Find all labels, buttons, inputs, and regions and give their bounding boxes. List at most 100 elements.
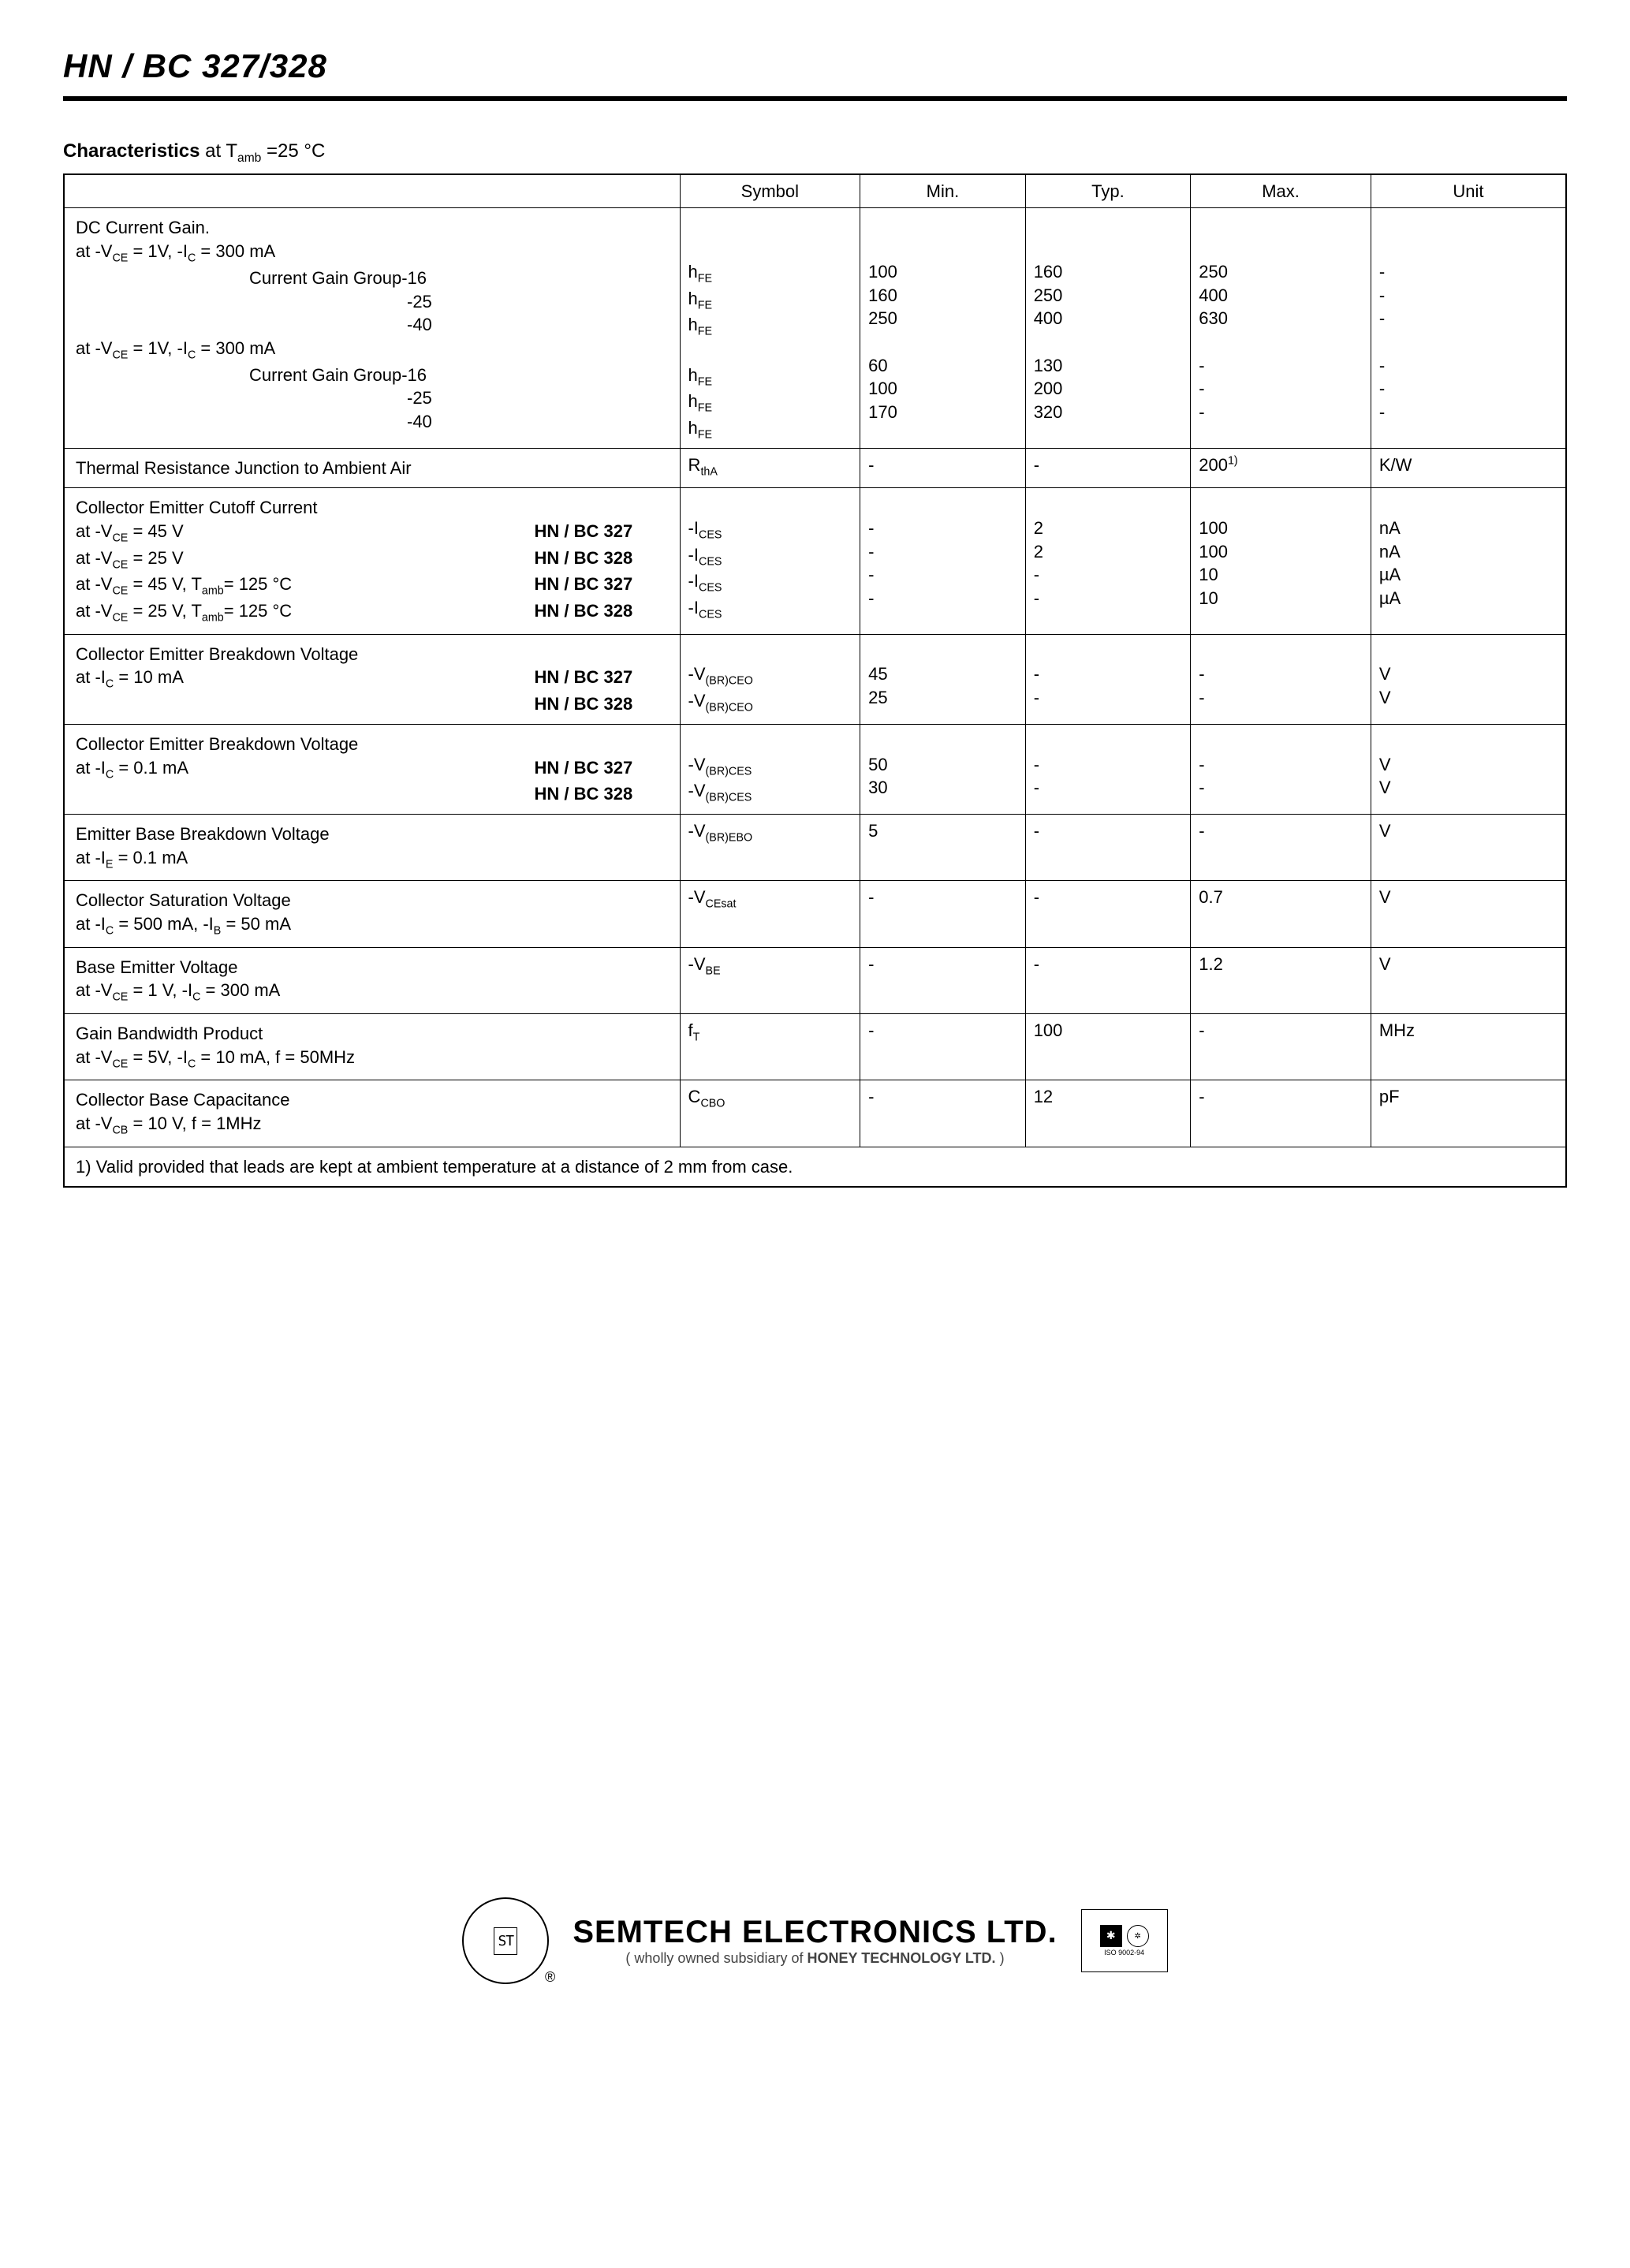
table-row: Collector Emitter Breakdown Voltageat -I… xyxy=(64,634,1566,724)
footer-text: SEMTECH ELECTRONICS LTD. ( wholly owned … xyxy=(573,1915,1057,1967)
table-body: DC Current Gain.at -VCE = 1V, -IC = 300 … xyxy=(64,208,1566,1147)
cell-typ: - xyxy=(1025,947,1191,1013)
certification-badge: ✱ ✲ ISO 9002-94 xyxy=(1081,1909,1168,1972)
characteristics-table: Symbol Min. Typ. Max. Unit DC Current Ga… xyxy=(63,173,1567,1188)
cell-typ: 160250400 130200320 xyxy=(1025,208,1191,448)
cell-unit: VV xyxy=(1371,724,1566,814)
cell-unit: V xyxy=(1371,814,1566,880)
subsidiary-suffix: ) xyxy=(996,1950,1005,1966)
table-row: Gain Bandwidth Productat -VCE = 5V, -IC … xyxy=(64,1014,1566,1080)
cell-min: ---- xyxy=(860,488,1026,634)
cell-unit: nAnAµAµA xyxy=(1371,488,1566,634)
cell-min: 100160250 60100170 xyxy=(860,208,1026,448)
cell-unit: pF xyxy=(1371,1080,1566,1147)
cell-unit: K/W xyxy=(1371,448,1566,488)
cell-symbol: -VBE xyxy=(680,947,860,1013)
table-header-row: Symbol Min. Typ. Max. Unit xyxy=(64,174,1566,208)
table-row: Thermal Resistance Junction to Ambient A… xyxy=(64,448,1566,488)
cell-min: 5030 xyxy=(860,724,1026,814)
cell-description: Gain Bandwidth Productat -VCE = 5V, -IC … xyxy=(64,1014,680,1080)
cell-max: -- xyxy=(1191,724,1371,814)
cell-symbol: hFEhFEhFE hFEhFEhFE xyxy=(680,208,860,448)
subsidiary-prefix: ( wholly owned subsidiary of xyxy=(625,1950,807,1966)
footnote-text: 1) Valid provided that leads are kept at… xyxy=(76,1157,793,1177)
cell-description: Collector Emitter Cutoff Currentat -VCE … xyxy=(64,488,680,634)
cell-typ: 100 xyxy=(1025,1014,1191,1080)
logo-text: ST xyxy=(494,1927,517,1955)
title-divider xyxy=(63,96,1567,101)
cell-symbol: fT xyxy=(680,1014,860,1080)
cell-max: 1001001010 xyxy=(1191,488,1371,634)
cell-description: Emitter Base Breakdown Voltageat -IE = 0… xyxy=(64,814,680,880)
col-unit: Unit xyxy=(1371,174,1566,208)
company-logo: ST xyxy=(462,1897,549,1984)
cell-typ: 12 xyxy=(1025,1080,1191,1147)
cell-description: Thermal Resistance Junction to Ambient A… xyxy=(64,448,680,488)
cert-seal-icon: ✲ xyxy=(1127,1925,1149,1947)
cell-unit: --- --- xyxy=(1371,208,1566,448)
cell-unit: VV xyxy=(1371,634,1566,724)
cell-min: - xyxy=(860,947,1026,1013)
col-symbol: Symbol xyxy=(680,174,860,208)
cert-mark-icon: ✱ xyxy=(1100,1925,1122,1947)
cell-unit: MHz xyxy=(1371,1014,1566,1080)
cell-description: Collector Emitter Breakdown Voltageat -I… xyxy=(64,724,680,814)
col-typ: Typ. xyxy=(1025,174,1191,208)
cell-max: 250400630 --- xyxy=(1191,208,1371,448)
col-max: Max. xyxy=(1191,174,1371,208)
cell-description: DC Current Gain.at -VCE = 1V, -IC = 300 … xyxy=(64,208,680,448)
cell-symbol: -VCEsat xyxy=(680,881,860,947)
footer: ST SEMTECH ELECTRONICS LTD. ( wholly own… xyxy=(63,1897,1567,1984)
cell-unit: V xyxy=(1371,881,1566,947)
cell-max: 0.7 xyxy=(1191,881,1371,947)
cell-min: 4525 xyxy=(860,634,1026,724)
table-row: Collector Emitter Cutoff Currentat -VCE … xyxy=(64,488,1566,634)
heading-rest: at T xyxy=(200,140,237,162)
cell-typ: 22-- xyxy=(1025,488,1191,634)
col-description xyxy=(64,174,680,208)
cert-text: ISO 9002-94 xyxy=(1104,1949,1144,1957)
subsidiary-line: ( wholly owned subsidiary of HONEY TECHN… xyxy=(573,1950,1057,1967)
cell-min: - xyxy=(860,448,1026,488)
table-row: Collector Emitter Breakdown Voltageat -I… xyxy=(64,724,1566,814)
cell-symbol: -V(BR)CES-V(BR)CES xyxy=(680,724,860,814)
cell-max: 1.2 xyxy=(1191,947,1371,1013)
heading-tail: =25 °C xyxy=(261,140,325,162)
table-row: Base Emitter Voltageat -VCE = 1 V, -IC =… xyxy=(64,947,1566,1013)
cell-description: Base Emitter Voltageat -VCE = 1 V, -IC =… xyxy=(64,947,680,1013)
cell-unit: V xyxy=(1371,947,1566,1013)
heading-bold: Characteristics xyxy=(63,140,200,162)
table-row: DC Current Gain.at -VCE = 1V, -IC = 300 … xyxy=(64,208,1566,448)
cell-description: Collector Base Capacitanceat -VCB = 10 V… xyxy=(64,1080,680,1147)
col-min: Min. xyxy=(860,174,1026,208)
section-heading: Characteristics at Tamb =25 °C xyxy=(63,140,1567,166)
cell-min: 5 xyxy=(860,814,1026,880)
cell-symbol: -V(BR)CEO-V(BR)CEO xyxy=(680,634,860,724)
company-name: SEMTECH ELECTRONICS LTD. xyxy=(573,1915,1057,1950)
footnote: 1) Valid provided that leads are kept at… xyxy=(64,1147,1566,1187)
cell-max: 2001) xyxy=(1191,448,1371,488)
table-row: Collector Saturation Voltageat -IC = 500… xyxy=(64,881,1566,947)
cell-symbol: RthA xyxy=(680,448,860,488)
cell-max: - xyxy=(1191,1014,1371,1080)
cell-typ: -- xyxy=(1025,724,1191,814)
table-row: Emitter Base Breakdown Voltageat -IE = 0… xyxy=(64,814,1566,880)
cell-min: - xyxy=(860,881,1026,947)
cell-max: - xyxy=(1191,1080,1371,1147)
cell-min: - xyxy=(860,1080,1026,1147)
cell-description: Collector Emitter Breakdown Voltageat -I… xyxy=(64,634,680,724)
table-row: Collector Base Capacitanceat -VCB = 10 V… xyxy=(64,1080,1566,1147)
cell-symbol: -V(BR)EBO xyxy=(680,814,860,880)
cell-min: - xyxy=(860,1014,1026,1080)
page-title: HN / BC 327/328 xyxy=(63,47,1567,85)
cell-typ: - xyxy=(1025,814,1191,880)
subsidiary-name: HONEY TECHNOLOGY LTD. xyxy=(808,1950,996,1966)
cell-typ: -- xyxy=(1025,634,1191,724)
cell-description: Collector Saturation Voltageat -IC = 500… xyxy=(64,881,680,947)
cell-typ: - xyxy=(1025,448,1191,488)
footnote-row: 1) Valid provided that leads are kept at… xyxy=(64,1147,1566,1187)
cell-max: - xyxy=(1191,814,1371,880)
heading-sub: amb xyxy=(237,151,261,165)
cell-symbol: CCBO xyxy=(680,1080,860,1147)
cell-max: -- xyxy=(1191,634,1371,724)
